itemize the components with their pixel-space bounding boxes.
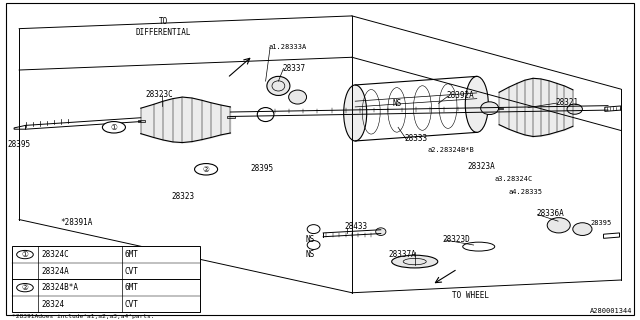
Text: 28323D: 28323D: [443, 235, 470, 244]
Bar: [12, 246, 200, 312]
Polygon shape: [605, 106, 621, 111]
Ellipse shape: [547, 218, 570, 233]
Text: a3.28324C: a3.28324C: [494, 176, 532, 182]
Ellipse shape: [573, 223, 592, 236]
Ellipse shape: [267, 76, 290, 95]
Text: 28323C: 28323C: [146, 90, 173, 99]
Text: 28324C: 28324C: [42, 250, 69, 259]
Text: 6MT: 6MT: [125, 250, 139, 259]
Text: 28395: 28395: [590, 220, 611, 226]
Text: 28324B*A: 28324B*A: [42, 283, 79, 292]
Text: TO
DIFFERENTIAL: TO DIFFERENTIAL: [136, 17, 191, 37]
Bar: [572, 107, 579, 109]
Text: 28324: 28324: [42, 300, 65, 309]
Text: ②: ②: [22, 283, 28, 292]
Text: a1.28333A: a1.28333A: [269, 44, 307, 50]
Text: 28395: 28395: [8, 140, 31, 149]
Ellipse shape: [567, 104, 582, 114]
Text: ①: ①: [22, 250, 28, 259]
Text: A280001344: A280001344: [590, 308, 632, 314]
Bar: [138, 120, 145, 122]
Bar: [227, 116, 235, 118]
Text: ②: ②: [203, 165, 209, 174]
Text: *28391Adoes include'a1,a2,a3,a4'parts.: *28391Adoes include'a1,a2,a3,a4'parts.: [12, 314, 154, 319]
Text: CVT: CVT: [125, 267, 139, 276]
Text: 28321: 28321: [556, 98, 579, 107]
Ellipse shape: [344, 85, 367, 141]
Text: NS: NS: [393, 99, 402, 108]
Text: NS: NS: [306, 235, 315, 244]
Ellipse shape: [392, 255, 438, 268]
Text: 28392A: 28392A: [447, 91, 474, 100]
Text: ①: ①: [111, 123, 117, 132]
Text: 28336A: 28336A: [536, 209, 564, 218]
Text: NS: NS: [306, 250, 315, 259]
Polygon shape: [14, 125, 26, 129]
Text: 28323: 28323: [172, 192, 195, 201]
Bar: [495, 108, 503, 109]
Ellipse shape: [289, 90, 307, 104]
Text: 28395: 28395: [251, 164, 274, 172]
Text: TO WHEEL: TO WHEEL: [452, 291, 489, 300]
Circle shape: [17, 284, 33, 292]
Ellipse shape: [481, 102, 499, 115]
Text: 28337: 28337: [283, 64, 306, 73]
Circle shape: [102, 122, 125, 133]
Text: CVT: CVT: [125, 300, 139, 309]
Polygon shape: [604, 233, 620, 238]
Text: a2.28324B*B: a2.28324B*B: [428, 147, 474, 153]
Circle shape: [17, 251, 33, 259]
Text: 28324A: 28324A: [42, 267, 69, 276]
Ellipse shape: [376, 228, 386, 236]
Text: 28323A: 28323A: [467, 162, 495, 171]
Text: *28391A: *28391A: [61, 218, 93, 227]
Text: 28337A: 28337A: [388, 250, 416, 259]
Text: 28333: 28333: [404, 134, 428, 143]
Text: a4.28335: a4.28335: [509, 188, 543, 195]
Text: 6MT: 6MT: [125, 283, 139, 292]
Circle shape: [195, 164, 218, 175]
Text: 28433: 28433: [344, 222, 367, 231]
Ellipse shape: [465, 76, 488, 132]
